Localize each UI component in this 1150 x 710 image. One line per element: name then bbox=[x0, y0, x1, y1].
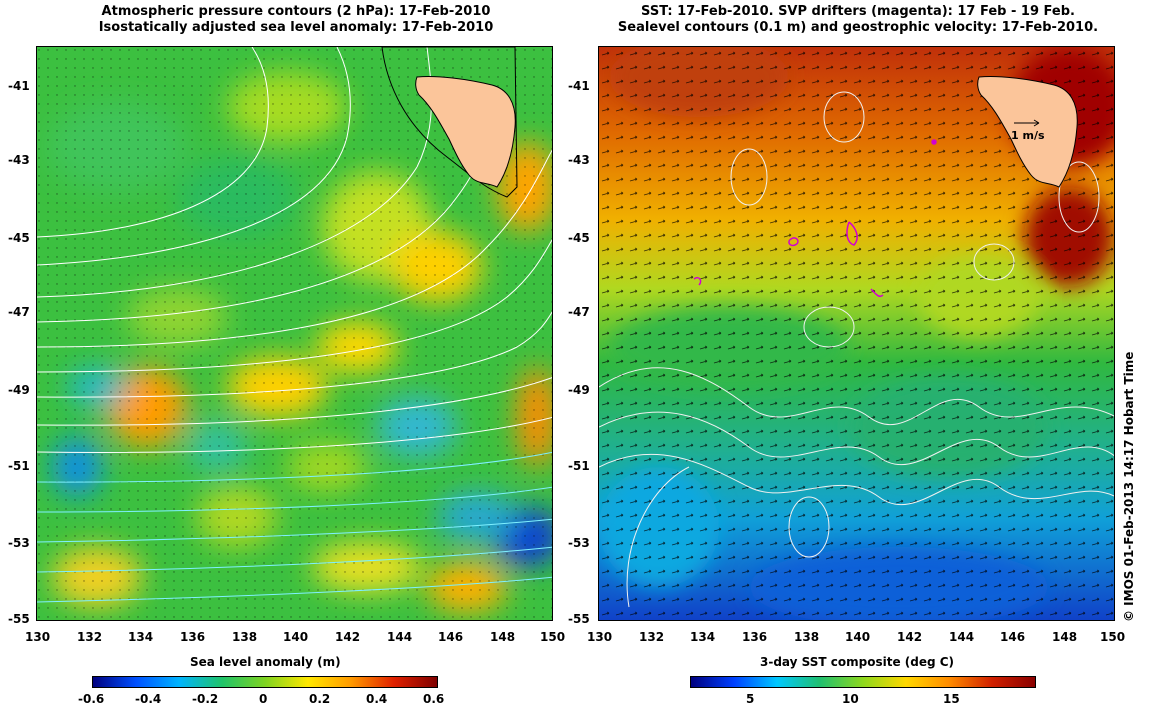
lon-label: 150 bbox=[1100, 630, 1126, 644]
colorbar-tick: 15 bbox=[943, 692, 960, 706]
lat-label: -53 bbox=[8, 536, 30, 550]
sla-map bbox=[37, 47, 552, 620]
sst-map-panel[interactable]: 1 m/s bbox=[598, 46, 1115, 621]
lat-label: -55 bbox=[8, 612, 30, 626]
lat-label: -49 bbox=[8, 383, 30, 397]
lon-label: 144 bbox=[387, 630, 413, 644]
tasmania-land-sst bbox=[977, 76, 1078, 188]
lat-label: -41 bbox=[568, 79, 590, 93]
vector-key-label: 1 m/s bbox=[1011, 129, 1045, 142]
lon-label: 142 bbox=[335, 630, 361, 644]
lat-label: -53 bbox=[568, 536, 590, 550]
lat-label: -43 bbox=[568, 153, 590, 167]
sst-colorbar-label: 3-day SST composite (deg C) bbox=[760, 655, 955, 669]
lon-label: 134 bbox=[128, 630, 154, 644]
left-title-line2: Isostatically adjusted sea level anomaly… bbox=[98, 20, 494, 35]
lat-label: -55 bbox=[568, 612, 590, 626]
lon-label: 134 bbox=[690, 630, 716, 644]
colorbar-tick: 5 bbox=[746, 692, 755, 706]
lon-label: 142 bbox=[897, 630, 923, 644]
colorbar-tick: 0.6 bbox=[423, 692, 445, 706]
left-title: Atmospheric pressure contours (2 hPa): 1… bbox=[36, 4, 556, 36]
tasmania-land bbox=[381, 47, 518, 198]
lon-label: 148 bbox=[1052, 630, 1078, 644]
lat-label: -45 bbox=[568, 231, 590, 245]
lon-label: 136 bbox=[742, 630, 768, 644]
lon-label: 140 bbox=[845, 630, 871, 644]
colorbar-tick: 10 bbox=[842, 692, 859, 706]
colorbar-tick: 0 bbox=[259, 692, 268, 706]
lon-label: 132 bbox=[77, 630, 103, 644]
lat-label: -41 bbox=[8, 79, 30, 93]
lon-label: 148 bbox=[490, 630, 516, 644]
credit-text: © IMOS 01-Feb-2013 14:17 Hobart Time bbox=[1122, 351, 1136, 622]
left-title-line1: Atmospheric pressure contours (2 hPa): 1… bbox=[101, 4, 491, 19]
sst-map: 1 m/s bbox=[599, 47, 1114, 620]
sla-colorbar-label: Sea level anomaly (m) bbox=[190, 655, 341, 669]
sla-map-panel[interactable] bbox=[36, 46, 553, 621]
lon-label: 146 bbox=[438, 630, 464, 644]
colorbar-tick: -0.2 bbox=[192, 692, 219, 706]
pressure-contours bbox=[37, 47, 552, 603]
sealevel-contours bbox=[599, 91, 1114, 608]
svp-drifters bbox=[693, 139, 937, 298]
sst-colorbar bbox=[690, 676, 1036, 688]
lon-label: 150 bbox=[540, 630, 566, 644]
lat-label: -51 bbox=[8, 459, 30, 473]
lat-label: -51 bbox=[568, 459, 590, 473]
colorbar-tick: 0.2 bbox=[309, 692, 331, 706]
lon-label: 132 bbox=[639, 630, 665, 644]
lat-label: -43 bbox=[8, 153, 30, 167]
right-title-line2: Sealevel contours (0.1 m) and geostrophi… bbox=[617, 20, 1099, 35]
lon-label: 130 bbox=[25, 630, 51, 644]
lon-label: 138 bbox=[794, 630, 820, 644]
lon-label: 130 bbox=[587, 630, 613, 644]
right-title: SST: 17-Feb-2010. SVP drifters (magenta)… bbox=[598, 4, 1118, 36]
vector-key: 1 m/s bbox=[1011, 119, 1045, 142]
lon-label: 136 bbox=[180, 630, 206, 644]
lat-label: -47 bbox=[568, 305, 590, 319]
lon-label: 140 bbox=[283, 630, 309, 644]
lon-label: 144 bbox=[949, 630, 975, 644]
colorbar-tick: -0.4 bbox=[135, 692, 162, 706]
colorbar-tick: 0.4 bbox=[366, 692, 388, 706]
colorbar-tick: -0.6 bbox=[78, 692, 105, 706]
lat-label: -49 bbox=[568, 383, 590, 397]
sla-colorbar bbox=[92, 676, 438, 688]
lon-label: 146 bbox=[1000, 630, 1026, 644]
lon-label: 138 bbox=[232, 630, 258, 644]
lat-label: -45 bbox=[8, 231, 30, 245]
right-title-line1: SST: 17-Feb-2010. SVP drifters (magenta)… bbox=[641, 4, 1075, 19]
lat-label: -47 bbox=[8, 305, 30, 319]
